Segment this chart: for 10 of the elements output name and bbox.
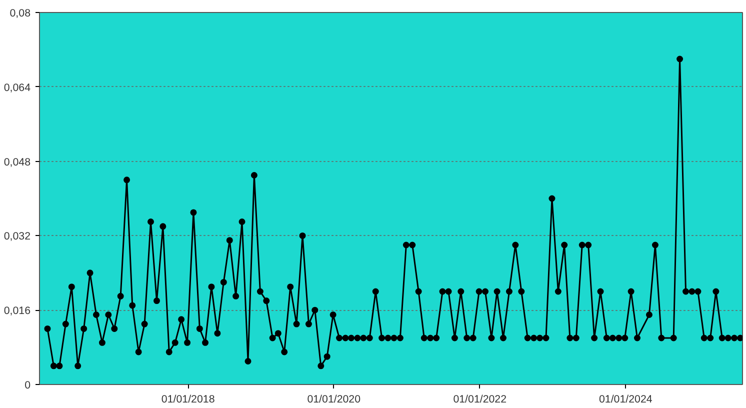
y-tick-label: 0 (24, 380, 31, 392)
y-tick-label: 0,064 (4, 82, 31, 94)
x-tick-label: 01/01/2020 (307, 394, 361, 406)
y-tick-label: 0,048 (4, 156, 31, 168)
y-tick-label: 0,032 (4, 230, 31, 243)
y-tick-label: 0,016 (4, 305, 31, 318)
x-tick-label: 01/01/2022 (453, 394, 507, 406)
x-tick-label: 01/01/2024 (599, 394, 652, 406)
x-tick-label: 01/01/2018 (161, 394, 215, 406)
y-tick-label: 0,08 (10, 8, 31, 20)
